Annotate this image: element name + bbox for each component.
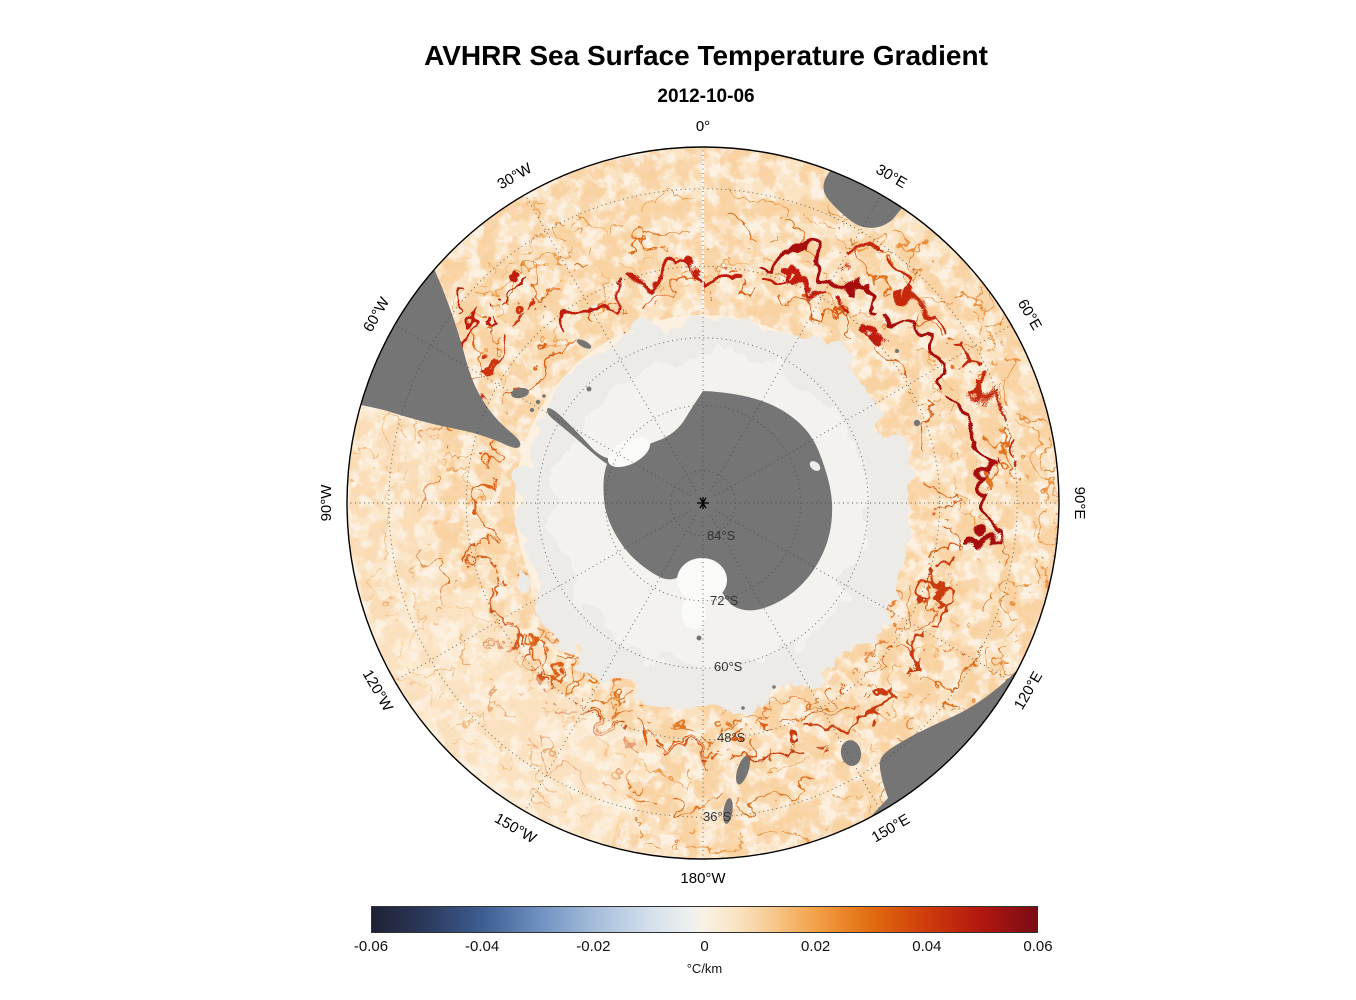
africa — [823, 170, 903, 228]
kerguelen-island — [913, 419, 921, 427]
amery-ice-shelf — [809, 461, 821, 471]
meridian-line — [714, 509, 1011, 681]
south-shetland-island — [530, 408, 534, 412]
colorbar-unit: °C/km — [686, 961, 723, 976]
new-zealand-south-island — [736, 755, 750, 785]
parallel-circle-60s — [537, 337, 869, 669]
meridian-label: 150°E — [869, 811, 913, 846]
south-shetland-island — [535, 399, 541, 405]
ross-island — [696, 635, 702, 641]
meridian-line — [709, 514, 881, 811]
australia — [870, 670, 1018, 818]
parallel-circle-48s — [465, 265, 941, 741]
meridian-line — [395, 509, 692, 681]
new-zealand-north-island — [723, 798, 733, 824]
colorbar-tick: -0.06 — [353, 938, 389, 955]
meridian-line — [395, 325, 692, 497]
map-circle-outline — [346, 146, 1060, 860]
tasmania — [840, 740, 862, 766]
crozet-island — [895, 349, 899, 353]
figure-title: AVHRR Sea Surface Temperature Gradient — [424, 40, 988, 71]
ross-ice-shelf — [677, 558, 727, 602]
land-masses — [360, 170, 1018, 824]
campbell-island — [741, 706, 745, 710]
colorbar-gradient — [371, 906, 1038, 933]
meridian-line — [709, 195, 881, 492]
meridian-labels: 0° 30°E 60°E 90°E 120°E 150°E 180°W 150°… — [318, 118, 1088, 887]
ronne-ice-shelf — [607, 436, 651, 468]
meridian-label: 60°W — [360, 294, 394, 335]
parallel-circle-36s — [388, 188, 1018, 818]
south-georgia-island — [576, 339, 592, 349]
meridian-label: 90°E — [1071, 487, 1088, 520]
parallel-label: 84°S — [707, 528, 736, 543]
meridian-label: 60°E — [1014, 296, 1045, 333]
parallel-label: 60°S — [714, 659, 743, 674]
macquarie-island — [772, 685, 776, 689]
meridian-label: 30°W — [495, 160, 536, 194]
colorbar-tick: -0.04 — [465, 938, 500, 955]
parallel-circle-72s — [604, 404, 802, 602]
sst-speckle-texture — [347, 147, 1059, 859]
colorbar-tick: 0.02 — [801, 938, 831, 955]
sst-filaments-strong — [546, 232, 997, 544]
antarctica — [546, 391, 833, 641]
meridian-label: 90°W — [318, 484, 335, 522]
parallel-label: 72°S — [710, 593, 739, 608]
meridian-line — [714, 325, 1011, 497]
pole-marker — [697, 497, 709, 509]
meridian-line — [525, 195, 697, 492]
figure-date: 2012-10-06 — [657, 86, 755, 107]
colorbar-tick: -0.02 — [576, 938, 611, 955]
parallel-label: 48°S — [717, 730, 746, 745]
ross-ice-shelf-tongue — [682, 595, 706, 629]
south-orkney-islands — [586, 386, 592, 392]
graticule — [348, 148, 1058, 858]
parallel-label: 36°S — [703, 809, 732, 824]
meridian-label: 0° — [696, 118, 710, 135]
falkland-islands — [511, 387, 529, 399]
colorbar-tick: 0.06 — [1023, 938, 1053, 955]
meridian-label: 180°W — [680, 870, 726, 887]
meridian-line — [525, 514, 697, 811]
colorbar-tick: 0.04 — [912, 938, 942, 955]
meridian-label: 120°E — [1011, 669, 1046, 713]
meridian-label: 30°E — [873, 161, 910, 192]
colorbar-ticks: -0.06 -0.04 -0.02 0 0.02 0.04 0.06 — [354, 938, 1053, 958]
south-america — [360, 269, 521, 448]
south-shetland-island — [542, 394, 546, 398]
colorbar-tick: 0 — [700, 938, 709, 955]
antarctica-coastline — [546, 391, 833, 611]
colorbar: -0.06 -0.04 -0.02 0 0.02 0.04 0.06 °C/km — [354, 906, 1053, 976]
parallel-labels: 84°S 72°S 60°S 48°S 36°S — [703, 528, 746, 824]
